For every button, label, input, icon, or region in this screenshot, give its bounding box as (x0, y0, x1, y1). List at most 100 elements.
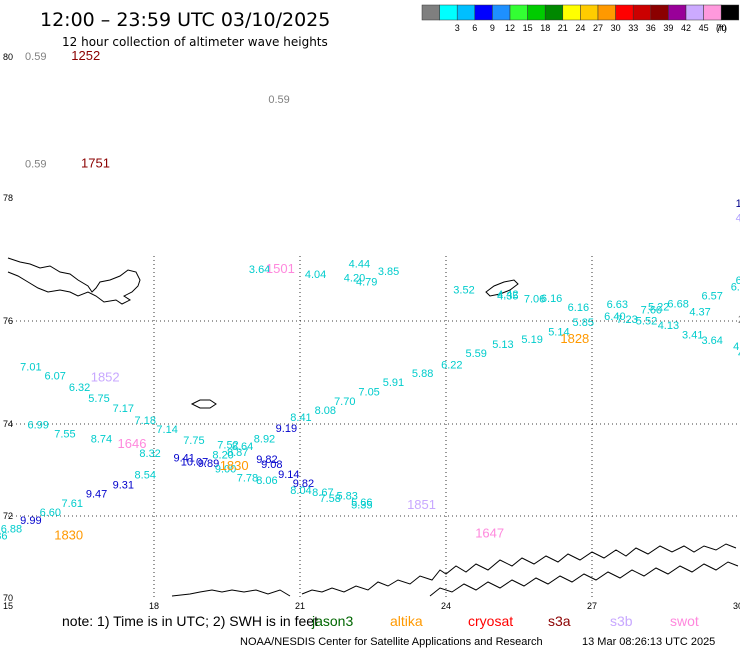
wave-height-value: 3.64 (702, 335, 723, 347)
wave-height-value: 5.85 (573, 317, 594, 329)
longitude-label: 21 (295, 601, 305, 611)
legend-tick-label: 15 (523, 23, 533, 33)
pass-time-label: 1830 (220, 458, 249, 473)
wave-height-value: 8.04 (290, 485, 311, 497)
wave-height-value: 7.55 (54, 428, 75, 440)
wave-height-value: 5.13 (492, 339, 513, 351)
wave-height-value: 4. (738, 348, 740, 360)
wave-height-value: 4.20 (344, 273, 365, 285)
wave-height-value: 0.59 (25, 51, 46, 63)
wave-height-value: 4.42 (497, 289, 518, 301)
pass-time-label: 1828 (560, 331, 589, 346)
wave-height-value: 9.31 (113, 479, 134, 491)
legend-tick-label: 33 (628, 23, 638, 33)
wave-height-value: 7.58 (319, 493, 340, 505)
longitude-label: 18 (149, 601, 159, 611)
wave-height-value: 9.41 (173, 453, 194, 465)
latitude-label: 80 (3, 52, 13, 62)
wave-height-value: 7.61 (62, 498, 83, 510)
wave-height-value: 5.66 (351, 497, 372, 509)
wave-height-value: 6.63 (607, 299, 628, 311)
wave-height-value: 9.82 (293, 478, 314, 490)
map-subtitle: 12 hour collection of altimeter wave hei… (62, 35, 328, 49)
pass-time-label: 1646 (118, 436, 147, 451)
wave-height-value: 8.67 (312, 487, 333, 499)
latitude-label: 72 (3, 511, 13, 521)
wave-height-value: 6.57 (702, 290, 723, 302)
legend-tick-label: 3 (455, 23, 460, 33)
legend-tick-label: 70 (716, 23, 726, 33)
wave-height-value: 7.01 (20, 361, 41, 373)
wave-height-value: 6.16 (541, 293, 562, 305)
wave-height-value: 4. (736, 212, 740, 224)
longitude-label: 15 (3, 601, 13, 611)
wave-height-value: 3.41 (682, 330, 703, 342)
satellite-swot-label: swot (670, 613, 699, 629)
wave-height-value: 5.52 (636, 316, 657, 328)
legend-swatch (685, 4, 704, 21)
wave-height-value: 6.60 (40, 507, 61, 519)
legend-tick-label: 21 (558, 23, 568, 33)
wave-height-value: 7.05 (358, 387, 379, 399)
wave-height-values: 0.59 0.59 0.59 11 4. 3.64 4.04 4.44 3.85 4.204.79… (0, 51, 740, 543)
wave-height-value: 7.14 (156, 424, 177, 436)
wave-height-value: 9.14 (278, 469, 299, 481)
wave-height-value: 3.64 (249, 264, 270, 276)
wave-height-value: 7.75 (183, 435, 204, 447)
latitude-label: 76 (3, 316, 13, 326)
latitude-label: 70 (3, 593, 13, 603)
legend-swatch (632, 4, 652, 21)
legend-tick-label: 39 (663, 23, 673, 33)
wave-height-value: 6.22 (441, 359, 462, 371)
legend-swatch (492, 4, 511, 21)
wave-height-value: 9.00 (215, 463, 236, 475)
wave-height-value: 5.88 (412, 368, 433, 380)
map-grid (8, 256, 738, 598)
longitude-label: 24 (441, 601, 451, 611)
coastline-southern-islands (171, 543, 739, 597)
wave-height-value: 0.59 (25, 159, 46, 171)
legend-tick-label: 9 (490, 23, 495, 33)
wave-height-value: 5.14 (548, 326, 569, 338)
wave-height-value: 9.47 (86, 489, 107, 501)
wave-height-value: 8.92 (254, 433, 275, 445)
color-legend: 3 6 9 12 15 18 21 24 27 30 33 36 39 42 45 70(ft) (421, 4, 740, 33)
coastline-island-small (190, 399, 217, 409)
satellite-s3a-label: s3a (548, 613, 571, 629)
wave-height-value: 5.83 (337, 490, 358, 502)
satellite-jason3-label: jason3 (311, 613, 353, 629)
coastline-nw (7, 257, 141, 305)
legend-swatch (615, 4, 634, 21)
wave-height-value: 8.74 (91, 433, 112, 445)
longitude-labels: 15 18 21 24 27 30 (3, 601, 740, 611)
footer-credit: NOAA/NESDIS Center for Satellite Applica… (240, 636, 543, 648)
pass-time-labels: 1252 1751 1501 1828 1852 1646 1830 1851 1647 1830 (54, 48, 589, 543)
satellite-cryosat-label: cryosat (468, 613, 513, 629)
longitude-label: 30 (733, 601, 740, 611)
wave-height-value: 5.75 (88, 393, 109, 405)
wave-height-value: 6.99 (27, 420, 48, 432)
wave-height-value: 7.17 (113, 403, 134, 415)
wave-height-value: 2.98 (738, 314, 740, 326)
latitude-labels: 80 78 76 74 72 70 (3, 52, 13, 603)
legend-swatch (668, 4, 687, 21)
legend-tick-label: 45 (699, 23, 709, 33)
legend-tick-label: 6 (472, 23, 477, 33)
wave-height-value: 6.16 (568, 302, 589, 314)
wave-height-value: 8.41 (290, 412, 311, 424)
wave-height-value: 4.04 (305, 269, 326, 281)
wave-height-value: 8.32 (139, 448, 160, 460)
coastline-island-north (485, 279, 519, 297)
legend-swatch (580, 4, 599, 21)
latitude-label: 78 (3, 193, 13, 203)
wave-height-value: 6.40 (604, 311, 625, 323)
wave-height-value: 5.59 (465, 348, 486, 360)
wave-height-value: 9.89 (198, 458, 219, 470)
wave-height-value: 7.06 (524, 294, 545, 306)
wave-height-value: 6 (736, 275, 740, 287)
legend-unit: (ft) (716, 23, 727, 33)
legend-swatch (562, 4, 581, 21)
wave-height-value: 4.35 (497, 290, 518, 302)
wave-height-value: 8.20 (212, 450, 233, 462)
map-title: 12:00 – 23:59 UTC 03/10/2025 (40, 9, 330, 31)
